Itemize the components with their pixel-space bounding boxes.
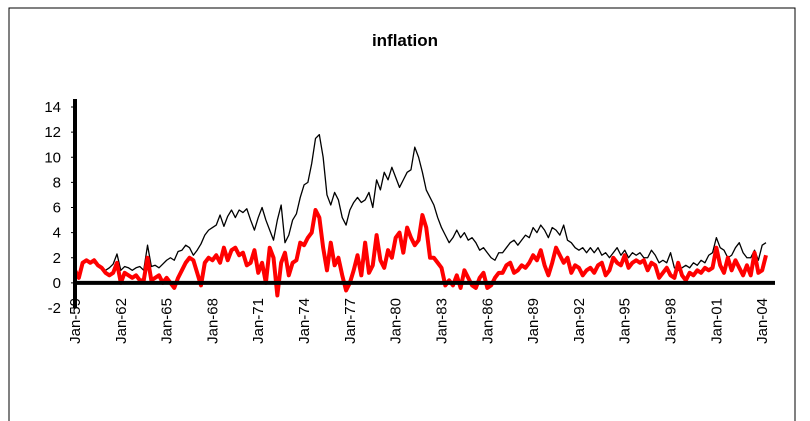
y-tick-label: 10 <box>44 149 61 166</box>
x-tick-label: Jan-01 <box>708 298 725 344</box>
series-line <box>74 133 767 278</box>
y-tick-label: 14 <box>44 99 61 116</box>
x-tick-label: Jan-80 <box>388 298 405 344</box>
x-tick-label: Jan-92 <box>571 298 588 344</box>
chart-title: inflation <box>372 31 438 50</box>
x-tick-label: Jan-71 <box>250 298 267 344</box>
series-line <box>73 208 768 298</box>
y-tick-label: -2 <box>48 300 61 317</box>
x-tick-label: Jan-77 <box>342 298 359 344</box>
x-tick-label: Jan-89 <box>525 298 542 344</box>
x-tick-label: Jan-98 <box>663 298 680 344</box>
x-tick-label: Jan-62 <box>113 298 130 344</box>
y-tick-label: 6 <box>53 200 61 217</box>
chart-frame <box>8 7 796 421</box>
x-tick-label: Jan-68 <box>204 298 221 344</box>
x-tick-label: Jan-04 <box>754 298 771 344</box>
y-tick-label: 2 <box>53 250 61 267</box>
x-tick-label: Jan-83 <box>433 298 450 344</box>
x-tick-label: Jan-74 <box>296 298 313 344</box>
x-tick-label: Jan-59 <box>67 298 84 344</box>
x-tick-label: Jan-65 <box>159 298 176 344</box>
x-tick-label: Jan-86 <box>479 298 496 344</box>
x-tick-label: Jan-95 <box>617 298 634 344</box>
y-tick-label: 4 <box>53 225 61 242</box>
y-tick-label: 12 <box>44 124 61 141</box>
y-tick-label: 8 <box>53 174 61 191</box>
y-tick-label: 0 <box>53 275 61 292</box>
